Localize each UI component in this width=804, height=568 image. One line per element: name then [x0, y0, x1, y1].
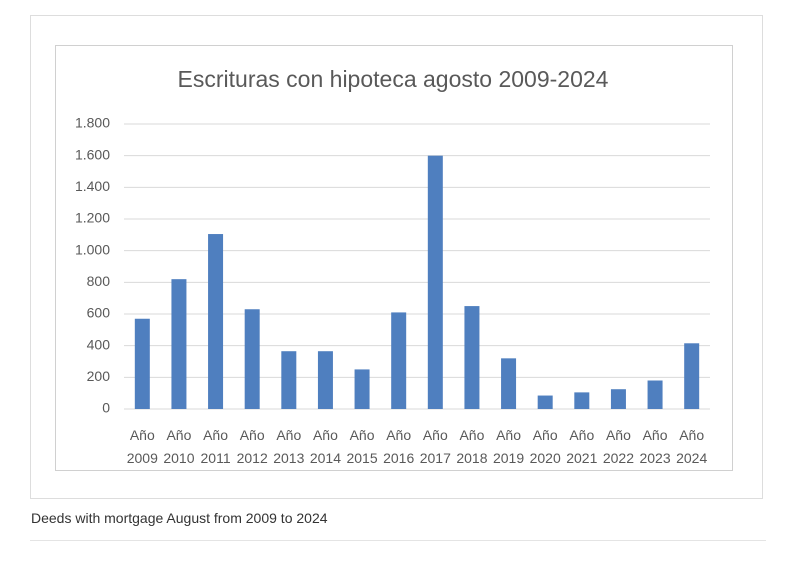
- chart-frame: [55, 45, 733, 471]
- bar: [208, 234, 224, 409]
- x-tick-label: Año 2024: [676, 427, 708, 466]
- y-tick-label: 0: [102, 400, 110, 416]
- y-tick-label: 1.600: [75, 146, 110, 162]
- bar: [501, 358, 517, 409]
- bar: [684, 343, 700, 409]
- y-tick-label: 1.200: [75, 210, 110, 226]
- figure-frame: [30, 15, 763, 499]
- x-tick-label: Año 2017: [419, 427, 451, 466]
- x-tick-label: Año 2016: [383, 427, 415, 466]
- y-tick-label: 400: [87, 336, 111, 352]
- caption: Deeds with mortgage August from 2009 to …: [31, 510, 328, 526]
- bar: [244, 309, 260, 409]
- y-tick-label: 1.000: [75, 241, 110, 257]
- x-tick-label: Año 2011: [200, 427, 231, 466]
- x-tick-label: Año 2021: [566, 427, 598, 466]
- bar: [134, 318, 150, 409]
- x-tick-label: Año 2012: [236, 427, 268, 466]
- bar: [281, 351, 297, 409]
- x-tick-label: Año 2009: [126, 427, 158, 466]
- bar: [537, 395, 553, 409]
- x-tick-label: Año 2023: [639, 427, 671, 466]
- x-tick-label: Año 2015: [346, 427, 378, 466]
- x-tick-label: Año 2014: [309, 427, 342, 466]
- bar: [647, 380, 663, 409]
- bar: [610, 389, 626, 409]
- y-tick-label: 1.400: [75, 178, 110, 194]
- chart-title: Escrituras con hipoteca agosto 2009-2024: [178, 66, 609, 92]
- bar: [574, 392, 590, 409]
- y-tick-label: 600: [87, 305, 111, 321]
- divider: [30, 540, 766, 541]
- y-tick-label: 800: [87, 273, 111, 289]
- x-tick-label: Año 2010: [163, 427, 195, 466]
- bar: [391, 312, 407, 409]
- bar: [171, 279, 187, 409]
- bar: [427, 155, 443, 409]
- bar: [464, 306, 480, 409]
- x-tick-label: Año 2020: [529, 427, 561, 466]
- bar: [354, 369, 370, 409]
- x-tick-label: Año 2022: [602, 427, 635, 466]
- x-tick-label: Año 2019: [492, 427, 525, 466]
- x-tick-label: Año 2013: [273, 427, 305, 466]
- x-tick-label: Año 2018: [456, 427, 488, 466]
- y-tick-label: 200: [87, 368, 111, 384]
- y-tick-label: 1.800: [75, 115, 110, 131]
- bar: [317, 351, 333, 409]
